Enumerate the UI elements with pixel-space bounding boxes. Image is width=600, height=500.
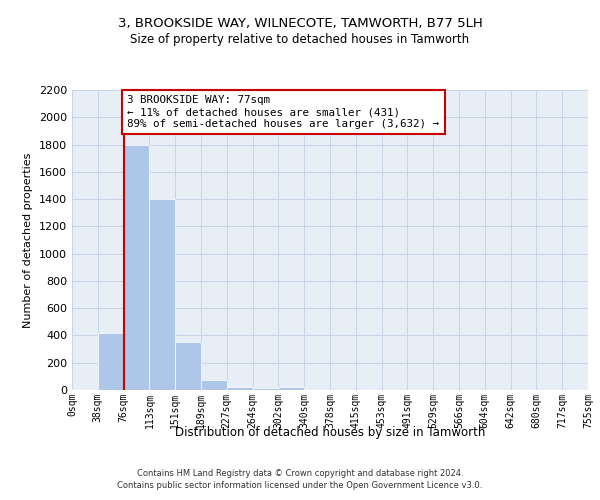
Y-axis label: Number of detached properties: Number of detached properties <box>23 152 34 328</box>
Bar <box>72 388 98 390</box>
Text: 3 BROOKSIDE WAY: 77sqm
← 11% of detached houses are smaller (431)
89% of semi-de: 3 BROOKSIDE WAY: 77sqm ← 11% of detached… <box>127 96 439 128</box>
Text: 3, BROOKSIDE WAY, WILNECOTE, TAMWORTH, B77 5LH: 3, BROOKSIDE WAY, WILNECOTE, TAMWORTH, B… <box>118 18 482 30</box>
Bar <box>253 388 278 390</box>
Bar <box>201 380 227 390</box>
Bar <box>227 386 253 390</box>
Bar <box>98 332 124 390</box>
Bar <box>124 144 149 390</box>
Bar <box>278 386 304 390</box>
Text: Size of property relative to detached houses in Tamworth: Size of property relative to detached ho… <box>130 32 470 46</box>
Text: Distribution of detached houses by size in Tamworth: Distribution of detached houses by size … <box>175 426 485 439</box>
Bar <box>175 342 201 390</box>
Text: Contains HM Land Registry data © Crown copyright and database right 2024.
Contai: Contains HM Land Registry data © Crown c… <box>118 469 482 490</box>
Bar <box>149 199 175 390</box>
